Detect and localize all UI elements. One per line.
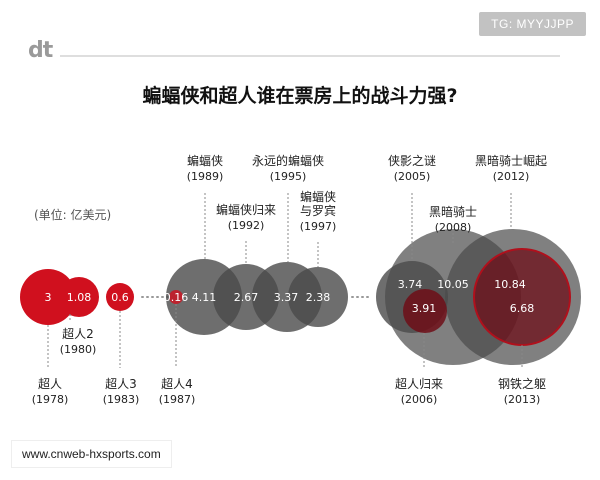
- chart-title: 蝙蝠侠和超人谁在票房上的战斗力强?: [142, 85, 458, 107]
- film-year: (1995): [270, 170, 307, 183]
- film-year: (2013): [504, 393, 541, 406]
- film-name: 蝙蝠侠: [300, 189, 336, 204]
- film-name: 蝙蝠侠归来: [216, 202, 276, 217]
- film-name: 超人3: [105, 376, 137, 391]
- value-label: 3.74: [398, 278, 423, 291]
- film-year: (2012): [493, 170, 530, 183]
- film-name: 黑暗骑士: [429, 204, 477, 219]
- film-name: 超人: [38, 376, 62, 391]
- value-label: 3: [45, 291, 52, 304]
- bubble: [474, 249, 570, 345]
- unit-label: (单位: 亿美元): [34, 208, 112, 222]
- bubble: [403, 289, 447, 333]
- bubble: [169, 290, 183, 304]
- value-label: 3.37: [274, 291, 299, 304]
- film-year: (1989): [187, 170, 224, 183]
- film-name: 超人2: [62, 326, 94, 341]
- film-name: 与罗宾: [300, 203, 336, 218]
- film-year: (1997): [300, 220, 337, 233]
- film-year: (1987): [159, 393, 196, 406]
- film-year: (2008): [435, 221, 472, 234]
- film-year: (1980): [60, 343, 97, 356]
- film-year: (2006): [401, 393, 438, 406]
- film-name: 永远的蝙蝠侠: [252, 153, 324, 168]
- film-name: 超人归来: [395, 376, 443, 391]
- value-label: 2.38: [306, 291, 331, 304]
- channel-badge: TG: MYYJJPP: [479, 12, 586, 36]
- film-year: (1978): [32, 393, 69, 406]
- bubble: [106, 283, 134, 311]
- bubble: [20, 269, 76, 325]
- bubble: [288, 267, 348, 327]
- value-label: 3.91: [412, 302, 437, 315]
- film-name: 超人4: [161, 376, 193, 391]
- value-label: 0.6: [111, 291, 129, 304]
- value-label: 6.68: [510, 302, 535, 315]
- film-year: (1992): [228, 219, 265, 232]
- value-label: 1.08: [67, 291, 92, 304]
- film-name: 钢铁之躯: [498, 376, 546, 391]
- brand-logo: dt: [28, 38, 53, 63]
- film-name: 黑暗骑士崛起: [475, 153, 547, 168]
- value-label: 10.05: [437, 278, 469, 291]
- film-name: 侠影之谜: [388, 154, 436, 168]
- value-label: 4.11: [192, 291, 217, 304]
- value-label: 2.67: [234, 291, 259, 304]
- film-year: (1983): [103, 393, 140, 406]
- value-label: 0.16: [164, 291, 189, 304]
- watermark-url: www.cnweb-hxsports.com: [12, 441, 171, 467]
- film-name: 蝙蝠侠: [187, 153, 223, 168]
- film-year: (2005): [394, 170, 431, 183]
- bubble: [59, 277, 99, 317]
- value-label: 10.84: [494, 278, 526, 291]
